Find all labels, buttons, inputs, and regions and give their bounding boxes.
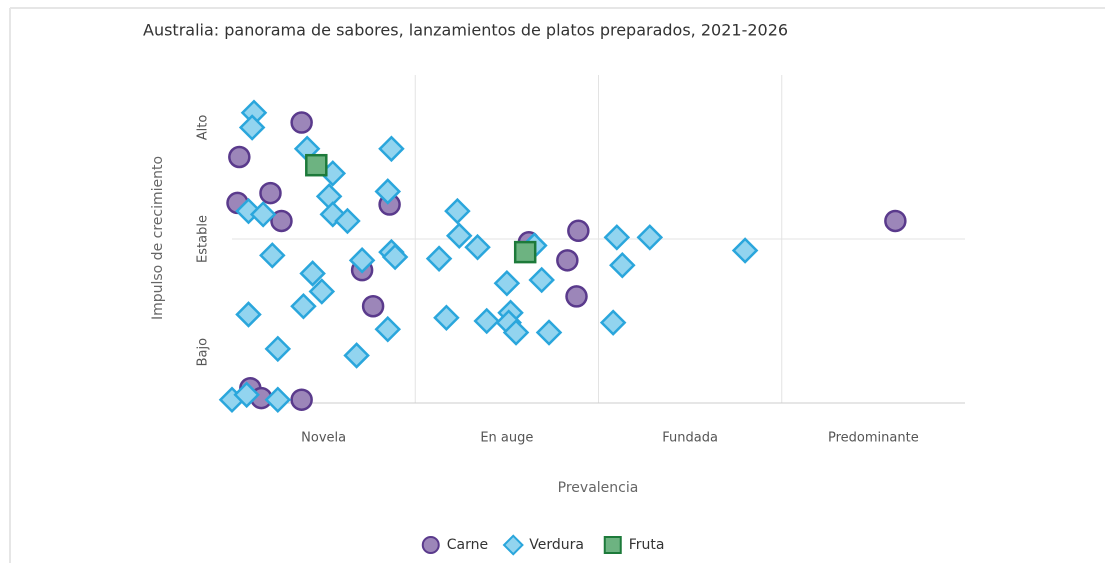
legend-label: Verdura bbox=[529, 537, 584, 553]
point bbox=[513, 240, 537, 264]
x-tick-label: Fundada bbox=[662, 431, 718, 446]
point bbox=[235, 301, 262, 328]
point bbox=[374, 178, 402, 205]
point bbox=[290, 388, 313, 411]
x-tick-label: Novela bbox=[301, 431, 346, 446]
point bbox=[884, 209, 907, 233]
point bbox=[264, 335, 292, 363]
legend-swatch bbox=[421, 536, 440, 554]
y-tick-label: Alto bbox=[196, 115, 211, 141]
point bbox=[343, 342, 370, 369]
point bbox=[319, 201, 347, 228]
y-tick-label: Estable bbox=[196, 215, 211, 263]
point bbox=[609, 251, 636, 279]
point bbox=[259, 181, 282, 205]
legend-swatch bbox=[502, 534, 524, 556]
point bbox=[528, 266, 555, 294]
legend-label: Fruta bbox=[629, 537, 665, 553]
point bbox=[433, 304, 460, 331]
point bbox=[233, 381, 260, 409]
point bbox=[636, 224, 664, 251]
point bbox=[444, 197, 471, 225]
x-tick-label: En auge bbox=[480, 431, 533, 446]
point bbox=[228, 145, 251, 169]
y-tick-label: Bajo bbox=[196, 338, 211, 366]
y-axis-title: Impulso de crecimiento bbox=[150, 156, 166, 320]
point bbox=[315, 183, 343, 210]
point bbox=[502, 319, 530, 346]
point bbox=[425, 245, 453, 272]
point bbox=[238, 114, 266, 141]
point bbox=[603, 224, 631, 251]
point bbox=[361, 294, 385, 318]
point bbox=[731, 237, 759, 264]
point bbox=[535, 319, 563, 346]
point bbox=[445, 222, 473, 249]
point bbox=[270, 209, 293, 233]
legend-label: Carne bbox=[447, 537, 488, 553]
x-axis-title: Prevalencia bbox=[558, 480, 639, 496]
point bbox=[334, 207, 361, 235]
point bbox=[299, 260, 326, 287]
point bbox=[599, 309, 627, 336]
point bbox=[378, 135, 405, 163]
point bbox=[305, 153, 328, 177]
point bbox=[374, 315, 402, 343]
legend-swatch bbox=[603, 536, 622, 554]
x-tick-label: Predominante bbox=[828, 431, 919, 446]
chart-title: Australia: panorama de sabores, lanzamie… bbox=[143, 21, 788, 40]
point bbox=[290, 111, 313, 134]
point bbox=[381, 243, 409, 271]
point bbox=[259, 242, 286, 269]
point bbox=[556, 249, 579, 272]
point bbox=[464, 233, 491, 261]
point bbox=[473, 307, 500, 335]
point bbox=[264, 386, 292, 413]
point bbox=[308, 278, 336, 305]
point bbox=[348, 247, 376, 274]
point bbox=[290, 292, 317, 320]
point bbox=[249, 201, 277, 228]
point bbox=[565, 285, 588, 308]
point bbox=[493, 270, 521, 297]
point bbox=[567, 219, 590, 243]
